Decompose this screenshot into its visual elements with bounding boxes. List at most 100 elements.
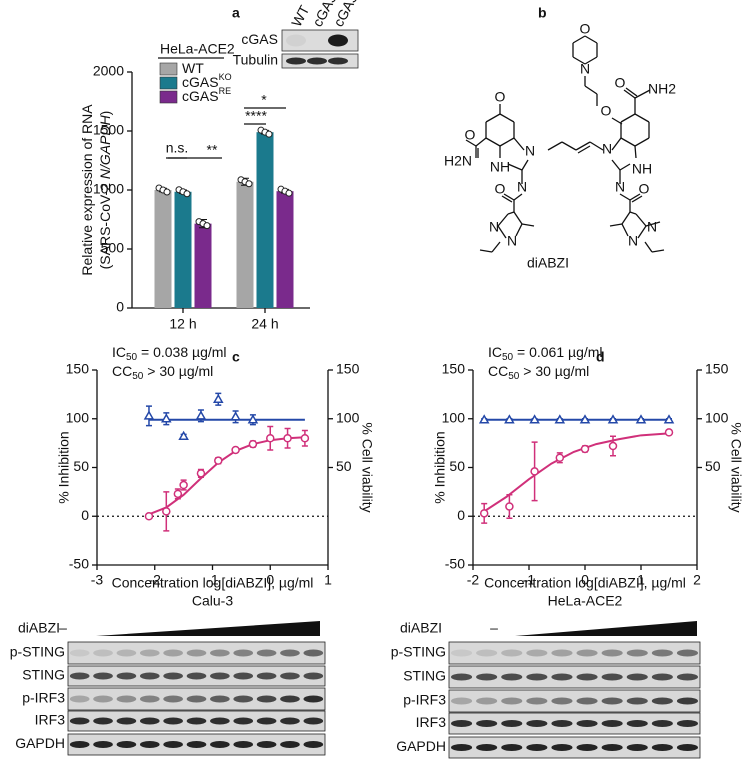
blot-band — [476, 744, 498, 751]
blot-strip — [448, 736, 701, 759]
x-tick-label: -3 — [91, 572, 104, 588]
blot-band — [280, 741, 300, 748]
data-point — [579, 414, 591, 424]
bar — [194, 223, 212, 308]
replicate-dot — [163, 188, 171, 196]
blot-band — [626, 673, 648, 681]
atom-label: N — [507, 233, 517, 249]
y-tick-label: -50 — [445, 556, 465, 572]
y-axis-label: % Inhibition — [432, 431, 448, 503]
potency-label: CC50 > 30 µg/ml — [488, 363, 589, 382]
legend-label: cGASKO — [182, 72, 232, 89]
potency-prefix: CC — [488, 363, 508, 379]
control-label: – — [59, 620, 67, 636]
blot-band — [256, 649, 277, 657]
blot-band — [601, 720, 623, 727]
bond — [513, 193, 523, 201]
x-tick-label: -2 — [467, 572, 480, 588]
atom-label: H2N — [444, 153, 472, 169]
blot-strip — [67, 641, 326, 665]
y-tick-label: 1500 — [93, 122, 124, 138]
blot-band — [303, 649, 324, 657]
bond — [589, 141, 604, 151]
legend-name-sup: KO — [219, 72, 232, 82]
y-axis-label-part: (SARS-CoV-2 — [97, 179, 113, 269]
data-point — [607, 414, 619, 424]
blot-band — [576, 673, 598, 681]
data-point — [529, 414, 540, 424]
blot-band — [476, 697, 498, 705]
atom-label: O — [495, 181, 506, 197]
data-point — [178, 430, 189, 441]
blot-band — [256, 741, 277, 748]
y-tick-label: 50 — [73, 458, 89, 474]
blot-band — [139, 695, 160, 703]
data-point — [143, 410, 155, 420]
replicate-dot — [203, 222, 211, 230]
x-tick-label: -1 — [206, 572, 219, 588]
data-point — [479, 509, 489, 518]
blot-band — [69, 672, 90, 680]
fit-curve — [148, 436, 305, 516]
bond — [507, 163, 523, 171]
blot-strip — [448, 689, 701, 713]
blot-band — [526, 744, 548, 751]
blot-band — [526, 649, 548, 657]
x-tick-label: 0 — [266, 572, 274, 588]
blot-band — [626, 649, 648, 657]
blot-band — [651, 673, 673, 681]
blot-band — [116, 672, 137, 680]
y-tick-label: 1000 — [93, 181, 124, 197]
blot-band — [576, 720, 598, 727]
bond — [645, 221, 661, 227]
data-point — [214, 456, 223, 465]
bond — [635, 213, 647, 227]
blot-band — [601, 649, 623, 657]
legend-name-sup: RE — [219, 86, 232, 96]
blot-band — [626, 720, 648, 727]
potency-rest: > 30 µg/ml — [519, 363, 589, 379]
atom-label: N — [628, 233, 638, 249]
panel-label: c — [232, 349, 240, 365]
blot-band — [210, 717, 230, 725]
bond — [620, 137, 636, 147]
blot-band — [576, 697, 598, 705]
blot-band — [307, 57, 327, 65]
blot-row-label: p-IRF3 — [403, 692, 446, 708]
blot-band — [233, 717, 254, 725]
blot-band — [139, 741, 160, 748]
legend-swatch — [159, 76, 178, 90]
blot-band — [163, 741, 183, 748]
potency-rest: > 30 µg/ml — [143, 363, 213, 379]
data-point — [504, 414, 515, 424]
blot-band — [256, 695, 277, 703]
bond — [621, 223, 629, 237]
data-point — [247, 414, 259, 424]
bond — [634, 89, 651, 99]
blot-band — [526, 673, 548, 681]
bond — [499, 113, 515, 123]
y-tick-label: 0 — [116, 299, 124, 315]
blot-band — [601, 673, 623, 681]
blot-band — [93, 649, 113, 657]
blot-row-label: cGAS — [241, 31, 278, 47]
bond — [609, 223, 623, 227]
y-axis-label: % Inhibition — [56, 431, 72, 503]
blot-band — [116, 649, 137, 657]
atom-label: O — [465, 127, 476, 143]
blot-band — [676, 649, 698, 657]
blot-band — [256, 672, 277, 680]
blot-band — [676, 744, 698, 751]
blot-band — [551, 649, 573, 657]
blot-band — [286, 34, 306, 47]
y2-axis-label: % Cell viability — [728, 422, 744, 512]
blot-band — [451, 720, 473, 727]
y2-tick-label: 50 — [705, 458, 721, 474]
blot-band — [303, 741, 324, 748]
bond — [629, 211, 637, 215]
bond — [651, 249, 665, 253]
bond — [485, 113, 501, 123]
replicate-dot — [285, 189, 293, 197]
blot-band — [651, 744, 673, 751]
atom-label: O — [601, 103, 612, 119]
